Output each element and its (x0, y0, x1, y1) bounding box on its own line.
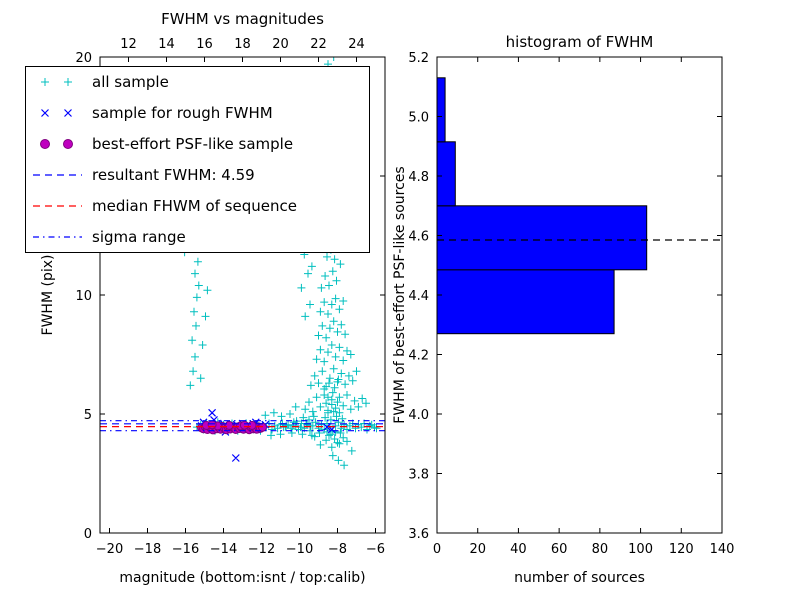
y-tick-label: 4.0 (408, 408, 429, 423)
x-tick-label: 40 (510, 542, 527, 557)
y-tick-label: 0 (84, 527, 92, 542)
scatter-point (224, 420, 234, 430)
legend-item: median FHWM of sequence (33, 197, 297, 215)
y-tick-label: 10 (75, 289, 92, 304)
y-tick-label: 4.2 (408, 349, 429, 364)
right-plot-ylabel: FWHM of best-effort PSF-like sources (392, 166, 408, 423)
y-tick-label: 3.6 (408, 527, 429, 542)
legend-label: best-effort PSF-like sample (92, 135, 293, 153)
left-plot-content (100, 57, 385, 470)
x-tick-label: 80 (592, 542, 609, 557)
histogram-bar (437, 205, 648, 271)
x-tick-label: −8 (328, 542, 347, 557)
psf-like-sample-points (197, 420, 267, 435)
legend-label: median FHWM of sequence (92, 197, 297, 215)
histogram-bar (437, 77, 446, 143)
legend-item: best-effort PSF-like sample (40, 135, 293, 153)
top-tick-label: 18 (234, 37, 251, 52)
x-tick-label: 140 (710, 542, 735, 557)
x-tick-label: −10 (286, 542, 313, 557)
left-plot-xlabel: magnitude (bottom:isnt / top:calib) (119, 570, 365, 586)
y-tick-label: 5 (84, 408, 92, 423)
scatter-point (247, 420, 257, 430)
legend-item: sigma range (33, 228, 186, 246)
x-tick-label: −6 (366, 542, 385, 557)
histogram-bar (437, 269, 615, 335)
left-plot-title: FWHM vs magnitudes (161, 10, 324, 28)
x-tick-label: −20 (96, 542, 123, 557)
circle-marker-icon (40, 139, 50, 149)
top-tick-label: 24 (348, 37, 365, 52)
top-tick-label: 20 (272, 37, 289, 52)
circle-marker-icon (63, 139, 73, 149)
right-plot-content (437, 77, 722, 335)
left-plot-ylabel: FWHM (pix) (40, 255, 56, 336)
legend-box (25, 66, 370, 253)
x-tick-label: −14 (210, 542, 237, 557)
x-tick-label: −16 (172, 542, 199, 557)
y-tick-label: 5.0 (408, 111, 429, 126)
top-tick-label: 12 (120, 37, 137, 52)
x-marker-icon (41, 109, 49, 117)
histogram-bar (437, 141, 456, 207)
top-tick-label: 14 (158, 37, 175, 52)
x-tick-label: 60 (551, 542, 568, 557)
x-tick-label: 20 (469, 542, 486, 557)
x-tick-label: 100 (628, 542, 653, 557)
scatter-point (239, 420, 249, 430)
x-tick-label: 120 (669, 542, 694, 557)
x-marker-icon (64, 109, 72, 117)
legend-item: resultant FWHM: 4.59 (33, 166, 255, 184)
legend: all sample sample for rough FWHM best-effo… (25, 66, 370, 253)
scatter-point (258, 422, 267, 432)
top-tick-label: 16 (196, 37, 213, 52)
scatter-point (207, 420, 217, 430)
legend-label: sample for rough FWHM (92, 104, 273, 122)
legend-item: all sample (41, 73, 169, 91)
right-plot: 0 20 40 60 80 100 120 140 3.6 3.8 4.0 4.2 4.4 4.6 4.8 5… (392, 33, 734, 586)
x-tick-label: −12 (248, 542, 275, 557)
legend-label: sigma range (92, 228, 186, 246)
y-tick-label: 4.6 (408, 230, 429, 245)
plus-marker-icon (64, 78, 72, 86)
legend-item: sample for rough FWHM (41, 104, 273, 122)
y-tick-label: 5.2 (408, 51, 429, 66)
x-tick-label: 0 (433, 542, 441, 557)
y-tick-label: 3.8 (408, 468, 429, 483)
plus-marker-icon (41, 78, 49, 86)
top-tick-label: 22 (310, 37, 327, 52)
x-tick-label: −18 (134, 542, 161, 557)
y-tick-label: 4.8 (408, 170, 429, 185)
y-tick-label: 4.4 (408, 289, 429, 304)
legend-label: resultant FWHM: 4.59 (92, 166, 255, 184)
legend-label: all sample (92, 73, 169, 91)
right-plot-xlabel: number of sources (514, 570, 645, 586)
right-plot-title: histogram of FWHM (506, 33, 654, 51)
y-tick-label: 20 (75, 51, 92, 66)
